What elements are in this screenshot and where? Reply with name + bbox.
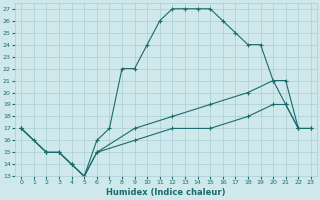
X-axis label: Humidex (Indice chaleur): Humidex (Indice chaleur) (106, 188, 226, 197)
